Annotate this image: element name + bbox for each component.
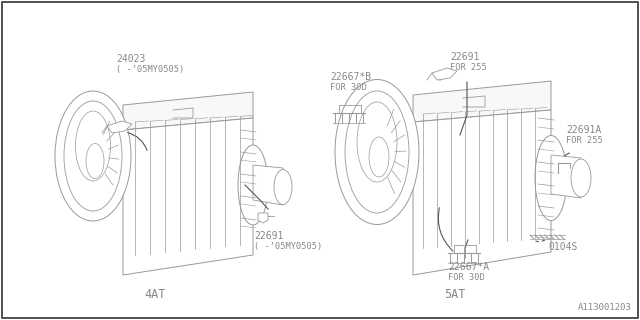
Text: ( -’05MY0505): ( -’05MY0505) [116, 65, 184, 74]
Text: FOR 30D: FOR 30D [330, 83, 367, 92]
Text: 4AT: 4AT [144, 288, 166, 301]
Ellipse shape [571, 159, 591, 197]
Text: 24023: 24023 [116, 54, 145, 64]
Polygon shape [123, 92, 253, 130]
Ellipse shape [64, 101, 122, 211]
Text: 22691A: 22691A [566, 125, 601, 135]
Text: FOR 255: FOR 255 [450, 63, 487, 72]
Polygon shape [413, 110, 551, 275]
Text: 22691: 22691 [254, 231, 284, 241]
Text: 22691: 22691 [450, 52, 479, 62]
Text: 5AT: 5AT [444, 288, 466, 301]
Ellipse shape [238, 145, 268, 225]
Text: FOR 255: FOR 255 [566, 136, 603, 145]
Text: 0104S: 0104S [548, 242, 577, 252]
Text: 22667*A: 22667*A [448, 262, 489, 272]
Ellipse shape [345, 91, 409, 213]
Text: A113001203: A113001203 [579, 303, 632, 312]
Ellipse shape [274, 170, 292, 204]
Polygon shape [551, 155, 581, 198]
Text: FOR 30D: FOR 30D [448, 273, 484, 282]
Text: ( -’05MY0505): ( -’05MY0505) [254, 242, 323, 251]
Polygon shape [123, 118, 253, 275]
Polygon shape [258, 213, 268, 223]
Text: 22667*B: 22667*B [330, 72, 371, 82]
Polygon shape [107, 121, 132, 133]
Ellipse shape [335, 79, 419, 225]
Polygon shape [432, 68, 457, 80]
Ellipse shape [86, 143, 104, 179]
Ellipse shape [55, 91, 131, 221]
Ellipse shape [357, 102, 397, 182]
Polygon shape [253, 165, 283, 205]
Ellipse shape [369, 137, 389, 177]
Polygon shape [413, 81, 551, 122]
Ellipse shape [76, 111, 111, 181]
Ellipse shape [535, 135, 567, 220]
